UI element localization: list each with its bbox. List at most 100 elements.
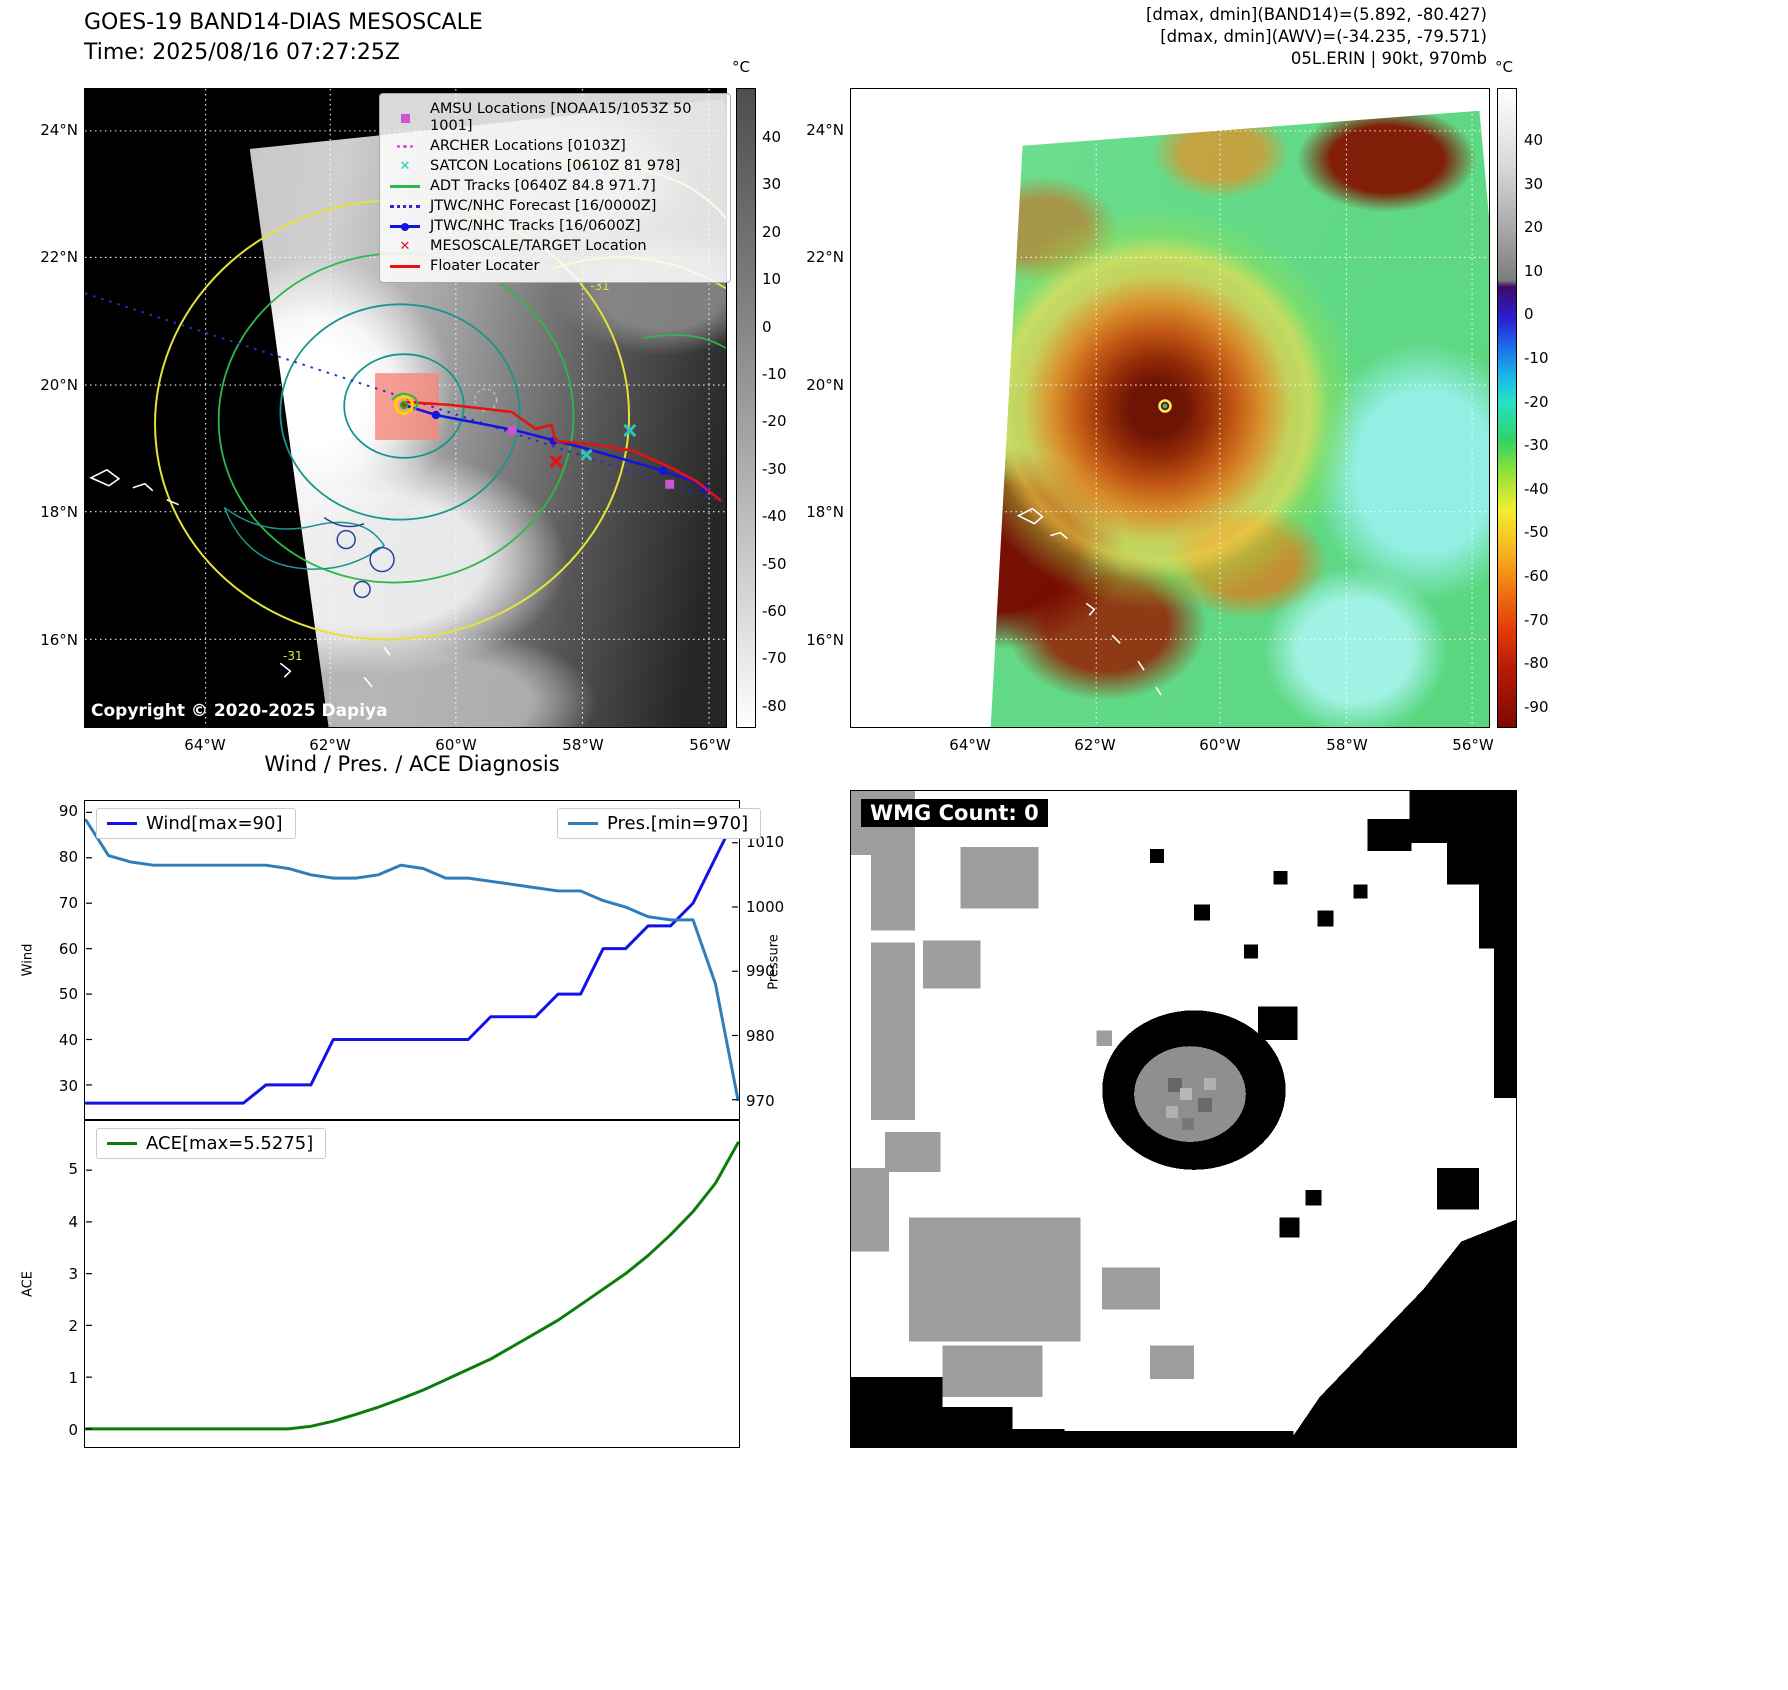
- floater-track-line: [405, 400, 722, 502]
- legend-item: ADT Tracks [0640Z 84.8 971.7]: [388, 178, 722, 195]
- ace-axis-label: ACE: [20, 1271, 36, 1297]
- lon-tick-label: 56°W: [1452, 736, 1494, 754]
- legend-marker-square: [388, 113, 422, 123]
- colorbar-tick-label: -50: [1524, 523, 1549, 541]
- legend-label: ADT Tracks [0640Z 84.8 971.7]: [430, 178, 656, 194]
- colorbar-tick-label: -30: [1524, 436, 1549, 454]
- lat-tick-label: 20°N: [806, 376, 844, 394]
- wind-legend-label: Wind[max=90]: [146, 813, 283, 834]
- lat-tick-label: 18°N: [806, 503, 844, 521]
- legend-item: ARCHER Locations [0103Z]: [388, 138, 722, 155]
- ace-tick-label: 3: [68, 1265, 78, 1283]
- lat-tick-label: 22°N: [40, 248, 78, 266]
- contour-value-label: -31: [283, 649, 303, 663]
- diagnosis-title: Wind / Pres. / ACE Diagnosis: [264, 752, 560, 776]
- adt-track-line: [391, 392, 419, 411]
- legend-marker-line: [388, 265, 422, 268]
- colorbar-tick-label: 40: [1524, 131, 1544, 149]
- colorbar-tick-label: -90: [1524, 698, 1549, 716]
- legend-item: JTWC/NHC Tracks [16/0600Z]: [388, 218, 722, 235]
- mesoscale-target-marker: [549, 454, 563, 468]
- wind-line-swatch: [107, 821, 137, 826]
- legend-label: JTWC/NHC Forecast [16/0000Z]: [430, 198, 657, 214]
- enhanced-ir-map: [850, 88, 1490, 728]
- colorbar-tick-label: 10: [1524, 262, 1544, 280]
- legend-marker-dots: [388, 144, 422, 149]
- dmax-dmin-awv-label: [dmax, dmin](AWV)=(-34.235, -79.571): [1160, 27, 1487, 46]
- storm-eye-marker: [1158, 399, 1172, 413]
- wmg-black-regions: [851, 791, 1516, 1447]
- dmax-dmin-band14-label: [dmax, dmin](BAND14)=(5.892, -80.427): [1145, 5, 1487, 24]
- colorbar-tick-label: 40: [762, 128, 782, 146]
- colorbar-tick-label: -40: [1524, 480, 1549, 498]
- ace-tick-label: 5: [68, 1160, 78, 1178]
- wind-tick-label: 30: [58, 1077, 78, 1095]
- ace-tick-label: 4: [68, 1213, 78, 1231]
- colorbar-tick-label: 10: [762, 270, 782, 288]
- colorbar-tick-label: -10: [1524, 349, 1549, 367]
- map-legend: AMSU Locations [NOAA15/1053Z 50 1001] ARC…: [379, 93, 731, 283]
- colorbar-tick-label: -20: [1524, 393, 1549, 411]
- lon-tick-label: 58°W: [1326, 736, 1368, 754]
- coastline-outlines: [1016, 507, 1162, 696]
- lat-tick-label: 18°N: [40, 503, 78, 521]
- jtwc-forecast-line: [85, 292, 724, 503]
- wind-tick-label: 70: [58, 894, 78, 912]
- lat-tick-label: 16°N: [40, 631, 78, 649]
- ace-tick-label: 0: [68, 1421, 78, 1439]
- pressure-tick-label: 970: [746, 1092, 775, 1110]
- colorbar-tick-label: -40: [762, 507, 787, 525]
- lon-tick-label: 60°W: [435, 736, 477, 754]
- band14-satellite-map: -31 -31 -31 AMSU Locations [NOAA15/1053Z…: [84, 88, 731, 728]
- colorbar-tick-label: 30: [1524, 175, 1544, 193]
- pressure-line-swatch: [568, 821, 598, 826]
- band14-time: Time: 2025/08/16 07:27:25Z: [84, 40, 400, 65]
- copyright-label: Copyright © 2020-2025 Dapiya: [91, 701, 388, 721]
- grid-lines: [851, 89, 1489, 727]
- wind-pressure-chart: [84, 800, 740, 1120]
- lon-tick-label: 58°W: [562, 736, 604, 754]
- wind-tick-label: 90: [58, 802, 78, 820]
- lon-tick-label: 56°W: [689, 736, 731, 754]
- legend-item: Floater Locater: [388, 258, 722, 275]
- amsu-markers: [507, 425, 675, 489]
- lon-tick-label: 62°W: [1074, 736, 1116, 754]
- legend-label: MESOSCALE/TARGET Location: [430, 238, 647, 254]
- storm-info-label: 05L.ERIN | 90kt, 970mb: [1290, 49, 1487, 68]
- storm-center-marker: [394, 395, 414, 415]
- colorbar-tick-label: -60: [1524, 567, 1549, 585]
- lat-tick-label: 20°N: [40, 376, 78, 394]
- legend-label: SATCON Locations [0610Z 81 978]: [430, 158, 681, 174]
- legend-item: ✕ SATCON Locations [0610Z 81 978]: [388, 158, 722, 175]
- lon-tick-label: 60°W: [1199, 736, 1241, 754]
- legend-marker-x: ✕: [399, 159, 411, 174]
- colorbar-tick-label: -10: [762, 365, 787, 383]
- enhanced-ir-overlay: [851, 89, 1489, 727]
- colorbar-tick-label: -80: [762, 697, 787, 715]
- band14-title: GOES-19 BAND14-DIAS MESOSCALE: [84, 10, 483, 35]
- enhanced-temperature-colorbar: [1497, 88, 1517, 728]
- wmg-storm-core: [1134, 1046, 1246, 1142]
- colorbar-tick-label: 0: [1524, 305, 1534, 323]
- ace-tick-label: 1: [68, 1369, 78, 1387]
- legend-marker-line: [388, 185, 422, 188]
- legend-marker-dotted-line: [388, 205, 422, 208]
- legend-item: JTWC/NHC Forecast [16/0000Z]: [388, 198, 722, 215]
- pressure-tick-label: 980: [746, 1027, 775, 1045]
- ace-legend-label: ACE[max=5.5275]: [146, 1133, 314, 1154]
- colorbar-tick-label: -70: [762, 649, 787, 667]
- coastline-outlines: [89, 468, 391, 688]
- colorbar-unit-label: °C: [732, 58, 750, 76]
- colorbar-tick-label: 30: [762, 175, 782, 193]
- lon-tick-label: 64°W: [184, 736, 226, 754]
- enhanced-ir-imagery: [990, 110, 1489, 727]
- ace-chart: [84, 1120, 740, 1448]
- lon-tick-label: 62°W: [309, 736, 351, 754]
- colorbar-unit-label: °C: [1495, 58, 1513, 76]
- pressure-tick-label: 1000: [746, 898, 785, 916]
- lat-tick-label: 22°N: [806, 248, 844, 266]
- colorbar-tick-label: 20: [1524, 218, 1544, 236]
- colorbar-tick-label: -80: [1524, 654, 1549, 672]
- wind-axis-label: Wind: [20, 943, 36, 977]
